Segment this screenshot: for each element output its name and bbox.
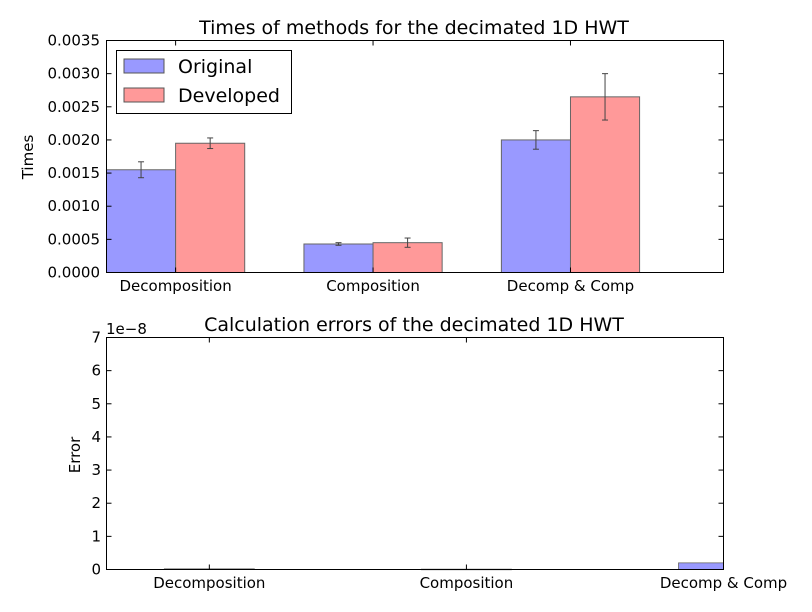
error-bar-developed-decomp-comp (602, 73, 609, 121)
legend-swatch-original (123, 58, 165, 74)
errors-chart: Calculation errors of the decimated 1D H… (66, 314, 787, 592)
y-tick-label: 6 (91, 362, 101, 380)
y-tick-label: 7 (91, 329, 101, 347)
times-chart: Times of methods for the decimated 1D HW… (19, 17, 724, 295)
times-chart-y-axis-label: Times (19, 135, 37, 181)
legend-label-original: Original (178, 56, 252, 78)
y-tick-label: 0 (91, 561, 101, 579)
errors-chart-plot-frame (106, 337, 724, 570)
x-tick-label-decomp-comp: Decomp & Comp (507, 277, 634, 295)
bar-original-decomposition (106, 169, 177, 273)
error-bar-developed-composition (404, 237, 411, 248)
error-bar-original-composition (335, 242, 342, 246)
times-chart-plot-frame (106, 40, 724, 273)
x-tick-label-decomp-comp: Decomp & Comp (660, 574, 787, 592)
times-chart-title: Times of methods for the decimated 1D HW… (198, 17, 629, 39)
y-tick-label: 0.0010 (48, 197, 101, 215)
x-tick-label-decomposition: Decomposition (153, 574, 265, 592)
legend-label-developed: Developed (178, 85, 280, 107)
y-tick-label: 2 (91, 494, 101, 512)
y-tick-label: 0.0015 (48, 164, 101, 182)
y-tick-label: 0.0035 (48, 32, 101, 50)
y-tick-label: 4 (91, 428, 101, 446)
errors-chart-y-axis-label: Error (66, 436, 84, 473)
times-chart-y-tick-labels: 0.0000 0.0005 0.0010 0.0015 0.0020 0.0025 0.00… (48, 32, 101, 282)
error-bar-original-decomp-comp (532, 130, 539, 150)
y-tick-label: 0.0020 (48, 131, 101, 149)
errors-chart-bars (163, 562, 724, 571)
y-tick-label: 3 (91, 461, 101, 479)
x-tick-label-composition: Composition (420, 574, 514, 592)
times-chart-legend: Original Developed (116, 50, 292, 114)
y-tick-label: 0.0005 (48, 230, 101, 248)
errors-chart-title: Calculation errors of the decimated 1D H… (204, 314, 624, 336)
error-bar-value-decomp-comp (678, 562, 724, 570)
bar-developed-decomposition (175, 142, 246, 273)
x-tick-label-composition: Composition (326, 277, 420, 295)
y-tick-label: 0.0025 (48, 98, 101, 116)
y-tick-label: 1 (91, 527, 101, 545)
errors-chart-y-multiplier: 1e−8 (106, 320, 147, 338)
times-chart-bars (106, 96, 641, 274)
times-chart-error-bars (138, 73, 609, 248)
y-tick-label: 5 (91, 395, 101, 413)
legend-swatch-developed (123, 87, 165, 103)
error-bar-original-decomposition (138, 161, 145, 179)
x-tick-label-decomposition: Decomposition (119, 277, 231, 295)
errors-chart-ticks (106, 337, 724, 570)
y-tick-label: 0.0000 (48, 264, 101, 282)
errors-chart-x-tick-labels: Decomposition Composition Decomp & Comp (153, 574, 787, 592)
bar-developed-decomp-comp (569, 96, 641, 274)
error-bar-developed-decomposition (207, 137, 214, 150)
bar-original-decomp-comp (500, 139, 571, 273)
errors-chart-y-tick-labels: 0 1 2 3 4 5 6 7 (91, 329, 101, 579)
times-chart-x-tick-labels: Decomposition Composition Decomp & Comp (119, 277, 634, 295)
y-tick-label: 0.0030 (48, 65, 101, 83)
bar-original-composition (303, 243, 374, 274)
